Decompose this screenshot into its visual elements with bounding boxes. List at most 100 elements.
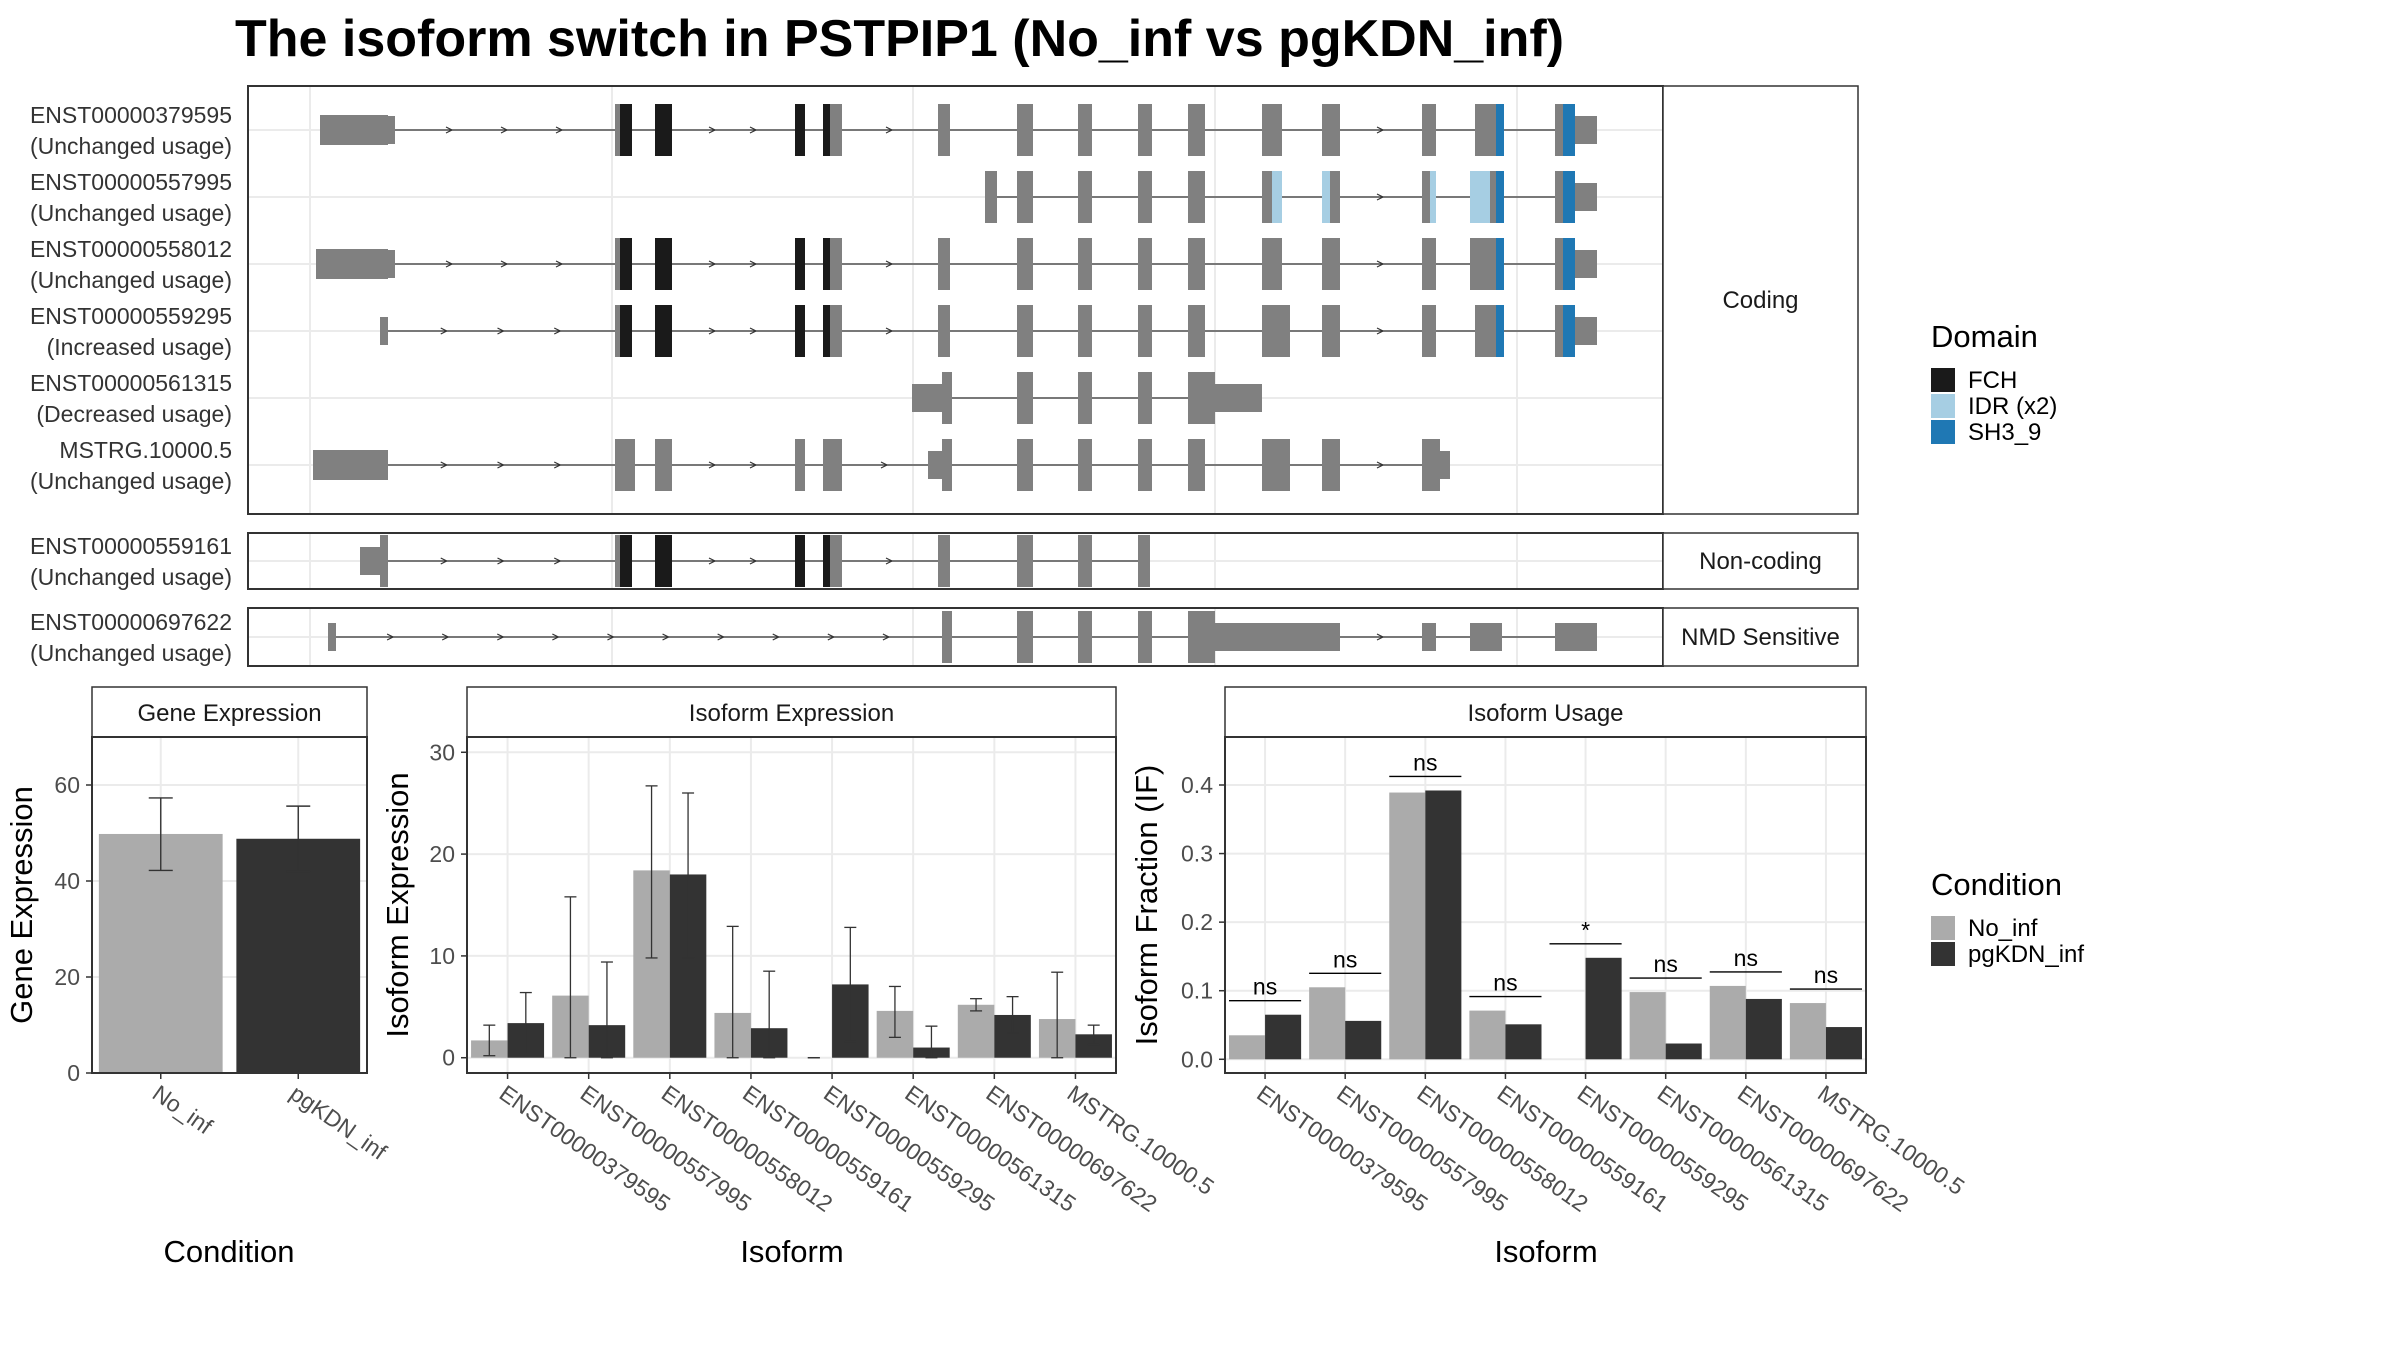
domain-sh3	[1496, 104, 1504, 156]
transcript-id: MSTRG.10000.5	[59, 437, 232, 463]
y-tick-label: 0.4	[1181, 772, 1213, 798]
chart-title: Isoform Expression	[689, 700, 894, 727]
transcript-row: ENST00000557995 (Unchanged usage)	[30, 169, 1597, 226]
direction-arrow	[1376, 327, 1385, 335]
exon-block	[1555, 104, 1563, 156]
exon-block	[1138, 104, 1152, 156]
exon-block	[830, 104, 842, 156]
exon-block	[1078, 171, 1092, 223]
group-label: Coding	[1722, 287, 1798, 314]
legend-label: FCH	[1968, 367, 2017, 394]
exon-block	[313, 450, 388, 480]
direction-arrow	[749, 260, 758, 268]
bar	[1309, 987, 1346, 1060]
exon-block	[1322, 104, 1340, 156]
direction-arrow	[708, 126, 717, 134]
direction-arrow	[772, 633, 781, 641]
exon-block	[1017, 238, 1033, 290]
utr-block	[1215, 623, 1340, 651]
legend-swatch	[1931, 420, 1955, 444]
strip-box	[1662, 532, 1859, 590]
transcript-row: ENST00000559295 (Increased usage)	[30, 303, 1597, 360]
x-axis-title: Isoform	[1494, 1234, 1597, 1269]
direction-arrow	[880, 461, 889, 469]
chart-isoform-expression: Isoform Expression0102030ENST00000379595…	[380, 686, 1219, 1269]
exon-block	[830, 535, 842, 587]
exon-block	[1017, 171, 1033, 223]
transcript-usage: (Unchanged usage)	[30, 267, 232, 293]
domain-fch	[620, 535, 632, 587]
domain-fch	[795, 104, 805, 156]
exon-block	[1475, 104, 1496, 156]
domain-idr	[1322, 171, 1330, 223]
direction-arrow	[708, 557, 717, 565]
utr-block	[1575, 116, 1597, 144]
direction-arrow	[885, 327, 894, 335]
exon-block	[938, 104, 950, 156]
exon-block	[1262, 104, 1282, 156]
transcript-id: ENST00000697622	[30, 609, 232, 635]
exon-block	[1078, 238, 1092, 290]
significance-label: ns	[1493, 970, 1517, 996]
exon-block	[1078, 305, 1092, 357]
direction-arrow	[749, 126, 758, 134]
legend-swatch	[1931, 368, 1955, 392]
bar	[236, 838, 361, 1073]
y-tick-label: 10	[429, 943, 455, 969]
domain-sh3	[1496, 305, 1504, 357]
chart-gene-expression: Gene Expression 0 20 40 60 No_inf pgKDN_inf Con…	[4, 686, 392, 1269]
utr-block	[1440, 451, 1450, 479]
transcript-row: ENST00000379595 (Unchanged usage)	[30, 102, 1597, 159]
domain-sh3	[1496, 238, 1504, 290]
utr-block	[328, 623, 336, 651]
transcript-group-non-coding: Non-coding ENST00000559161 (Unchanged usag…	[30, 532, 1859, 590]
exon-block	[938, 535, 950, 587]
exon-block	[1422, 171, 1430, 223]
exon-block	[1188, 372, 1215, 424]
bar	[1229, 1035, 1266, 1060]
y-axis-title: Isoform Expression	[380, 772, 415, 1037]
bar	[1469, 1010, 1506, 1060]
direction-arrow	[500, 126, 509, 134]
significance-label: ns	[1814, 962, 1838, 988]
utr-block	[1575, 317, 1597, 345]
direction-arrow	[885, 126, 894, 134]
direction-arrow	[882, 633, 891, 641]
group-label: Non-coding	[1699, 548, 1822, 575]
domain-fch	[620, 305, 632, 357]
exon-block	[1138, 238, 1152, 290]
legend-label: No_inf	[1968, 915, 2038, 942]
plot-frame	[466, 736, 1117, 1074]
direction-arrow	[1376, 633, 1385, 641]
direction-arrow	[1376, 193, 1385, 201]
y-tick-label: 30	[429, 739, 455, 765]
direction-arrow	[553, 461, 562, 469]
domain-legend-title: Domain	[1931, 319, 2038, 354]
domain-fch	[655, 305, 672, 357]
exon-block	[795, 439, 805, 491]
significance-label: ns	[1413, 749, 1437, 775]
exon-block	[1188, 439, 1205, 491]
domain-sh3	[1563, 171, 1575, 223]
direction-arrow	[500, 260, 509, 268]
transcript-id: ENST00000379595	[30, 102, 232, 128]
exon-block	[615, 535, 620, 587]
direction-arrow	[497, 557, 505, 565]
exon-block	[1188, 611, 1215, 663]
exon-block	[316, 249, 388, 279]
domain-fch	[655, 104, 672, 156]
exon-block	[1078, 439, 1092, 491]
utr-block	[388, 250, 395, 278]
exon-block	[1555, 305, 1563, 357]
strip-box	[1662, 85, 1859, 515]
transcript-usage: (Unchanged usage)	[30, 133, 232, 159]
chart-title: Isoform Usage	[1467, 700, 1623, 727]
utr-block	[1422, 623, 1436, 651]
domain-sh3	[1496, 171, 1504, 223]
direction-arrow	[497, 461, 505, 469]
y-tick-label: 0.0	[1181, 1046, 1213, 1072]
domain-sh3	[1563, 305, 1575, 357]
significance-label: *	[1581, 917, 1590, 943]
utr-block	[360, 547, 380, 575]
